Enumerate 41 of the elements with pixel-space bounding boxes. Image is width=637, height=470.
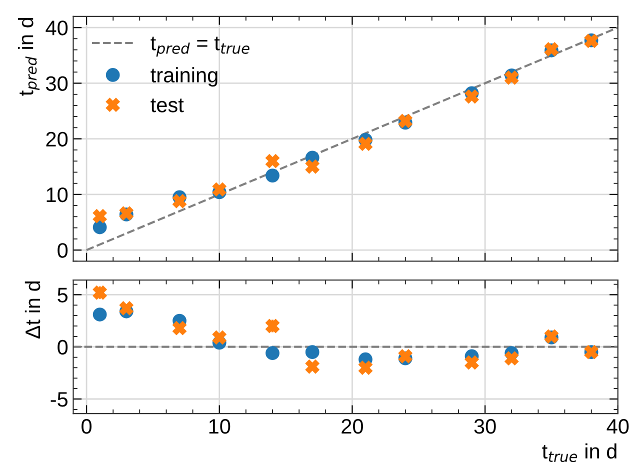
x-tick-label: 30 (474, 419, 496, 434)
x-axis-title: t$_{true}$ in d (542, 443, 616, 462)
point (266, 154, 280, 168)
legend-label: t$_{pred}$ = t$_{true}$ (150, 36, 250, 57)
y-tick-label: 0 (58, 340, 68, 355)
y-tick-label: 0 (58, 243, 68, 258)
point (266, 319, 280, 333)
y-axis-title: Δt in d (24, 281, 40, 339)
y-tick-label: 10 (46, 187, 68, 202)
x-tick-label: 10 (209, 419, 230, 434)
point (358, 136, 372, 151)
point (305, 160, 320, 174)
point (92, 308, 107, 322)
point (119, 301, 134, 316)
point (464, 356, 479, 370)
y-tick-label: 30 (46, 76, 68, 91)
y-tick-label: -5 (50, 392, 68, 407)
x-tick-label: 0 (82, 419, 92, 434)
point (266, 346, 280, 360)
x-tick-label: 20 (342, 419, 363, 434)
y-axis-title: t$_{pred}$ in d (18, 18, 40, 96)
legend-label: training (150, 67, 218, 87)
point (92, 209, 107, 224)
point (92, 286, 107, 300)
point (172, 321, 186, 336)
point (212, 330, 226, 344)
point (305, 360, 320, 374)
y-tick-label: 40 (46, 20, 68, 36)
y-tick-label: 5 (58, 288, 68, 302)
point (92, 220, 107, 234)
point (504, 70, 519, 85)
point (212, 182, 226, 196)
legend-label: test (150, 98, 184, 112)
point (504, 351, 519, 366)
point (172, 194, 186, 208)
point (358, 360, 372, 375)
x-tick-label: 40 (606, 419, 629, 434)
y-tick-label: 20 (46, 132, 68, 147)
point (266, 168, 280, 182)
point (305, 345, 320, 360)
point (464, 90, 479, 104)
